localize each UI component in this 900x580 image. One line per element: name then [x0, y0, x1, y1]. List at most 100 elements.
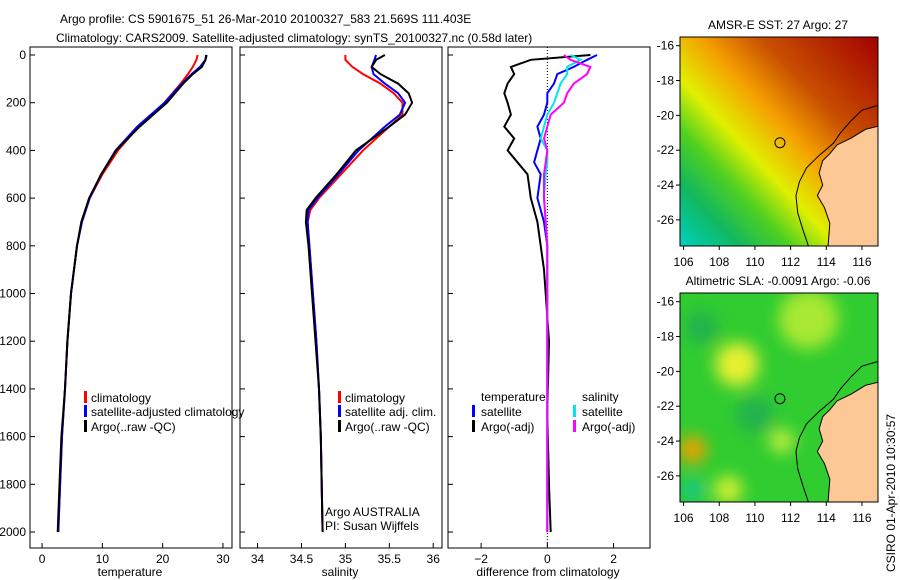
x-tick-label: 10	[96, 552, 110, 566]
x-tick-label: 30	[216, 552, 230, 566]
map-y-tick-label: -18	[657, 74, 675, 88]
map-x-tick-label: 112	[781, 511, 800, 525]
side-stamp: CSIRO 01-Apr-2010 10:30:57	[884, 414, 898, 572]
legend-swatch	[338, 405, 341, 417]
legend-swatch	[84, 405, 87, 417]
y-tick-label: 1400	[0, 382, 26, 396]
legend-swatch	[338, 420, 341, 432]
x-tick-label: 35.5	[378, 552, 402, 566]
map-y-tick-label: -26	[657, 469, 675, 483]
map-field	[680, 293, 878, 502]
argo-position-marker	[774, 393, 786, 405]
map-x-tick-label: 106	[674, 255, 694, 269]
annotation-argo-australia: Argo AUSTRALIA	[325, 505, 420, 519]
legend-diff-temp-satellite: satellite	[481, 405, 522, 419]
legend-diff-sal-heading: salinity	[582, 390, 619, 404]
x-tick-label: 36	[427, 552, 441, 566]
sla-blob	[769, 429, 794, 454]
map-x-tick-label: 114	[817, 255, 836, 269]
legend-sal-climatology: climatology	[345, 391, 405, 405]
sla-blob	[682, 479, 703, 500]
x-tick-label: 20	[156, 552, 170, 566]
xlabel-salinity: salinity	[322, 565, 359, 579]
map-y-tick-label: -24	[657, 434, 675, 448]
x-tick-label: 35	[339, 552, 353, 566]
x-tick-label: 0	[39, 552, 46, 566]
y-tick-label: 2000	[0, 525, 26, 539]
map-sst-title: AMSR-E SST: 27 Argo: 27	[708, 18, 848, 32]
map-y-tick-label: -16	[657, 295, 675, 309]
panel-frame	[447, 46, 651, 549]
y-tick-label: 600	[6, 191, 26, 205]
profile-panel-2: 34 34.5 35 35.5 36	[239, 46, 443, 566]
argo-position-marker	[774, 137, 786, 149]
panel-frame	[239, 46, 443, 549]
y-tick-label: 1000	[0, 287, 26, 301]
legend-sal-satellite: satellite adj. clim.	[345, 405, 436, 419]
legend-diff-temp-heading: temperature	[481, 390, 546, 404]
map-y-tick-label: -22	[657, 143, 675, 157]
map-y-tick-label: -24	[657, 178, 675, 192]
legend-swatch	[573, 420, 576, 432]
map-x-tick-label: 110	[745, 511, 764, 525]
sla-blob	[685, 311, 718, 344]
isobath-line	[795, 104, 878, 246]
y-tick-label: 400	[6, 143, 26, 157]
map-frame	[679, 36, 879, 247]
profile-panel-3: −2 0 2	[447, 46, 651, 566]
legend-swatch	[84, 391, 87, 403]
legend-swatch	[472, 405, 475, 417]
sla-blob	[778, 293, 839, 350]
map-x-tick-label: 106	[674, 511, 694, 525]
map-y-tick-label: -22	[657, 399, 675, 413]
y-tick-label: 1200	[0, 334, 26, 348]
legend-sal-argo: Argo(..raw -QC)	[345, 420, 430, 434]
map-x-tick-label: 108	[709, 255, 729, 269]
legend-diff-temp-argo: Argo(-adj)	[481, 420, 534, 434]
profile-panel-1: 0 10 20 30 0 200 400 600 800 1000 1200 1400 1600 1800…	[0, 46, 233, 566]
title-line-2: Climatology: CARS2009. Satellite-adjuste…	[56, 31, 532, 45]
land	[816, 381, 878, 502]
map-y-tick-label: -20	[657, 364, 675, 378]
map-y-tick-label: -18	[657, 330, 675, 344]
series-argo-raw-qc-	[304, 54, 414, 533]
y-tick-label: 800	[6, 239, 26, 253]
map-sst: 106 108 110 112 114 116 -16 -18 -20 -22 -24 -26	[657, 36, 879, 269]
series-salinity-argo-adj-	[542, 54, 592, 532]
series-argo-raw-qc-	[56, 54, 208, 533]
map-x-tick-label: 114	[817, 511, 836, 525]
legend-temp-climatology: climatology	[91, 391, 151, 405]
sla-blob	[714, 475, 743, 502]
legend-swatch	[84, 420, 87, 432]
xlabel-difference: difference from climatology	[476, 565, 619, 579]
x-tick-label: 0	[544, 552, 551, 566]
x-tick-label: 2	[610, 552, 617, 566]
map-y-tick-label: -26	[657, 213, 675, 227]
series-satellite-adjusted-climatology	[57, 54, 208, 533]
y-tick-label: 1600	[0, 430, 26, 444]
map-x-tick-label: 116	[852, 255, 871, 269]
map-x-tick-label: 110	[745, 255, 764, 269]
map-field	[680, 37, 878, 246]
annotation-pi: PI: Susan Wijffels	[325, 519, 419, 533]
legend-diff-sal-argo: Argo(-adj)	[582, 420, 635, 434]
legend-diff-sal-satellite: satellite	[582, 405, 623, 419]
legend-swatch	[338, 391, 341, 403]
sla-anomalies	[680, 293, 839, 502]
x-tick-label: −2	[474, 552, 488, 566]
map-frame	[679, 292, 879, 503]
map-x-tick-label: 108	[709, 511, 729, 525]
legend-swatch	[573, 405, 576, 417]
x-tick-label: 34.5	[290, 552, 314, 566]
map-x-tick-label: 112	[781, 255, 800, 269]
y-tick-label: 200	[6, 96, 26, 110]
legend-temp-satellite: satellite-adjusted climatology	[91, 405, 244, 419]
panel-frame	[29, 46, 233, 549]
map-y-tick-label: -20	[657, 108, 675, 122]
legend-swatch	[472, 420, 475, 432]
sla-blob	[736, 396, 773, 433]
legend-temp-argo: Argo(..raw -QC)	[91, 420, 176, 434]
series-climatology	[57, 54, 199, 533]
land	[816, 125, 878, 246]
